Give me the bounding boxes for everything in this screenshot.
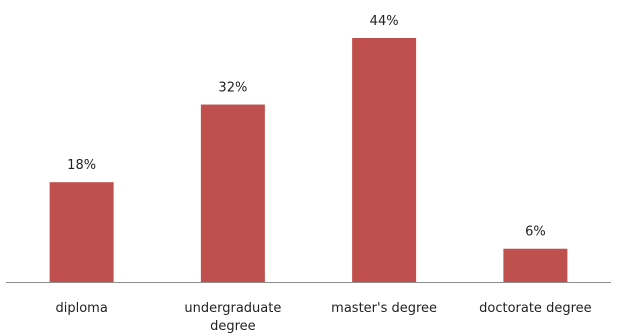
- data-label-1: 32%: [218, 81, 247, 96]
- category-label-2: master's degree: [331, 301, 437, 316]
- data-labels-group: 18% 32% 44% 6%: [67, 14, 546, 240]
- bar-3: [503, 248, 568, 282]
- data-label-0: 18%: [67, 158, 96, 173]
- bar-2: [352, 38, 417, 282]
- bars-group: [49, 38, 568, 282]
- category-labels-group: diploma undergraduate degree master's degre…: [55, 301, 591, 334]
- data-label-2: 44%: [370, 14, 399, 29]
- category-label-1: undergraduate degree: [184, 301, 281, 334]
- data-label-3: 6%: [525, 225, 546, 240]
- category-label-0: diploma: [55, 301, 107, 316]
- bar-1: [200, 104, 265, 282]
- bar-0: [49, 182, 114, 282]
- category-label-3: doctorate degree: [479, 301, 592, 316]
